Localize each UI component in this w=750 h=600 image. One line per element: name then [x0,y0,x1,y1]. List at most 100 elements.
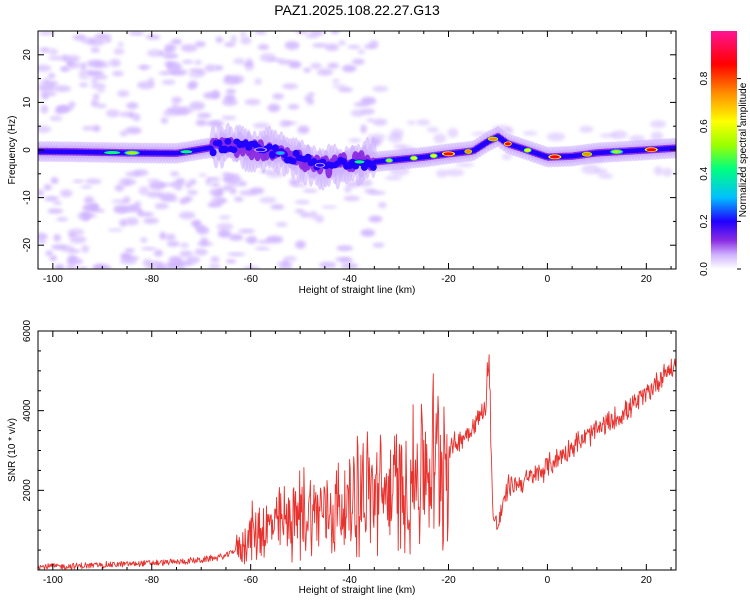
spectrogram-noise-blob [158,71,170,76]
spectrogram-hotspot [443,152,454,156]
spectrogram-noise-blob [187,81,197,90]
spectrogram-noise-blob [352,58,365,65]
spectrogram-y-axis-label: Frequency (Hz) [7,116,18,185]
snr-x-tick-label: 20 [641,575,653,586]
spectrogram-noise-blob [331,84,347,88]
spectrogram-noise-blob [147,49,163,58]
spectrogram-noise-blob [77,266,88,269]
snr-panel: -100 -80 -60 -40 -20 0 20 2000 4000 6000 Height o… [7,319,677,596]
spectrogram-hotspot [276,151,285,155]
spectrogram-noise-blob [522,131,538,136]
spectrogram-ridge-band [221,145,229,154]
spectrogram-noise-blob [68,249,81,253]
spectrogram-noise-blob [288,60,302,69]
spectrogram-noise-blob [119,257,137,265]
spectrogram-noise-blob [312,43,328,48]
spectrogram-noise-blob [59,66,71,72]
spectrogram-noise-blob [137,65,152,69]
spectrogram-noise-blob [194,59,202,66]
spectrogram-noise-blob [653,166,664,176]
spectrogram-noise-blob [92,125,101,132]
spectrogram-noise-blob [227,252,246,257]
spectrogram-noise-blob [225,182,242,187]
spectrogram-noise-blob [254,246,270,251]
spectrogram-noise-blob [79,82,89,88]
spectrogram-noise-blob [124,248,135,253]
spectrogram-noise-blob [38,125,52,133]
colorbar: 0.0 0.2 0.4 0.6 0.8 Normalized spectral ampl… [699,31,749,276]
spectrogram-noise-blob [113,47,125,55]
spectrogram-noise-blob [272,93,284,100]
spectrogram-noise-blob [231,75,245,84]
spectrogram-ridge-band [209,148,217,157]
spectrogram-noise-blob [38,31,55,36]
spectrogram-noise-blob [137,81,155,90]
spectrogram-noise-blob [308,92,315,97]
spectrogram-noise-blob [38,239,47,244]
spectrogram-ridge-band [310,158,318,166]
spectrogram-noise-blob [38,189,44,196]
spectrogram-noise-blob [94,209,105,213]
spectrogram-noise-blob [140,237,148,243]
spectrogram-x-tick-label: 0 [545,274,551,285]
spectrogram-hotspot [582,152,591,156]
spectrogram-noise-blob [92,74,108,80]
spectrogram-noise-blob [360,124,367,134]
spectrogram-noise-blob [168,256,183,264]
spectrogram-noise-blob [233,196,244,202]
spectrogram-ridge-band [230,146,238,154]
spectrogram-noise-blob [53,234,61,242]
spectrogram-hotspot [430,154,437,158]
spectrogram-noise-blob [315,214,324,223]
spectrogram-noise-blob [72,179,85,183]
spectrogram-noise-blob [372,242,385,248]
spectrogram-noise-blob [82,204,99,212]
spectrogram-noise-blob [48,48,59,56]
spectrogram-noise-blob [81,213,97,218]
spectrogram-x-axis-label: Height of straight line (km) [299,285,416,296]
snr-y-tick-label: 4000 [22,399,33,422]
spectrogram-noise-blob [277,59,293,65]
spectrogram-noise-blob [78,72,87,77]
spectrogram-noise-blob [205,121,223,126]
spectrogram-noise-blob [289,178,300,186]
spectrogram-noise-blob [244,98,261,106]
spectrogram-noise-blob [267,103,281,113]
spectrogram-noise-blob [546,132,566,142]
spectrogram-noise-blob [384,175,402,181]
spectrogram-noise-blob [176,177,186,186]
spectrogram-noise-blob [294,200,310,205]
spectrogram-noise-blob [238,228,256,234]
spectrogram-noise-blob [211,182,220,188]
spectrogram-noise-blob [47,72,56,80]
spectrogram-noise-blob [97,88,105,93]
spectrogram-noise-blob [91,83,107,90]
spectrogram-noise-blob [117,90,130,98]
spectrogram-noise-blob [598,173,614,179]
spectrogram-noise-blob [360,108,375,115]
spectrogram-noise-blob [581,164,600,175]
spectrogram-noise-blob [192,219,202,229]
spectrogram-noise-blob [204,64,217,72]
spectrogram-noise-blob [118,178,131,187]
spectrogram-noise-blob [372,85,389,92]
spectrogram-ridge-band [271,144,279,152]
spectrogram-x-tick-label: -60 [243,274,258,285]
spectrogram-ridge-band [340,158,348,166]
snr-x-axis-label: Height of straight line (km) [299,585,416,596]
spectrogram-noise-blob [179,242,190,249]
spectrogram-noise-blob [38,83,56,93]
spectrogram-noise-blob [117,42,124,47]
spectrogram-noise-blob [108,228,123,232]
snr-x-tick-label: 0 [545,575,551,586]
spectrogram-noise-blob [278,263,293,269]
spectrogram-noise-blob [295,31,309,35]
spectrogram-noise-blob [455,162,475,167]
spectrogram-noise-blob [337,87,353,93]
spectrogram-noise-blob [367,133,386,140]
spectrogram-hotspot [465,149,472,154]
spectrogram-hotspot [255,148,266,152]
spectrogram-y-tick-label: 0 [22,147,33,153]
spectrogram-noise-blob [188,68,205,73]
spectrogram-noise-blob [209,188,220,196]
